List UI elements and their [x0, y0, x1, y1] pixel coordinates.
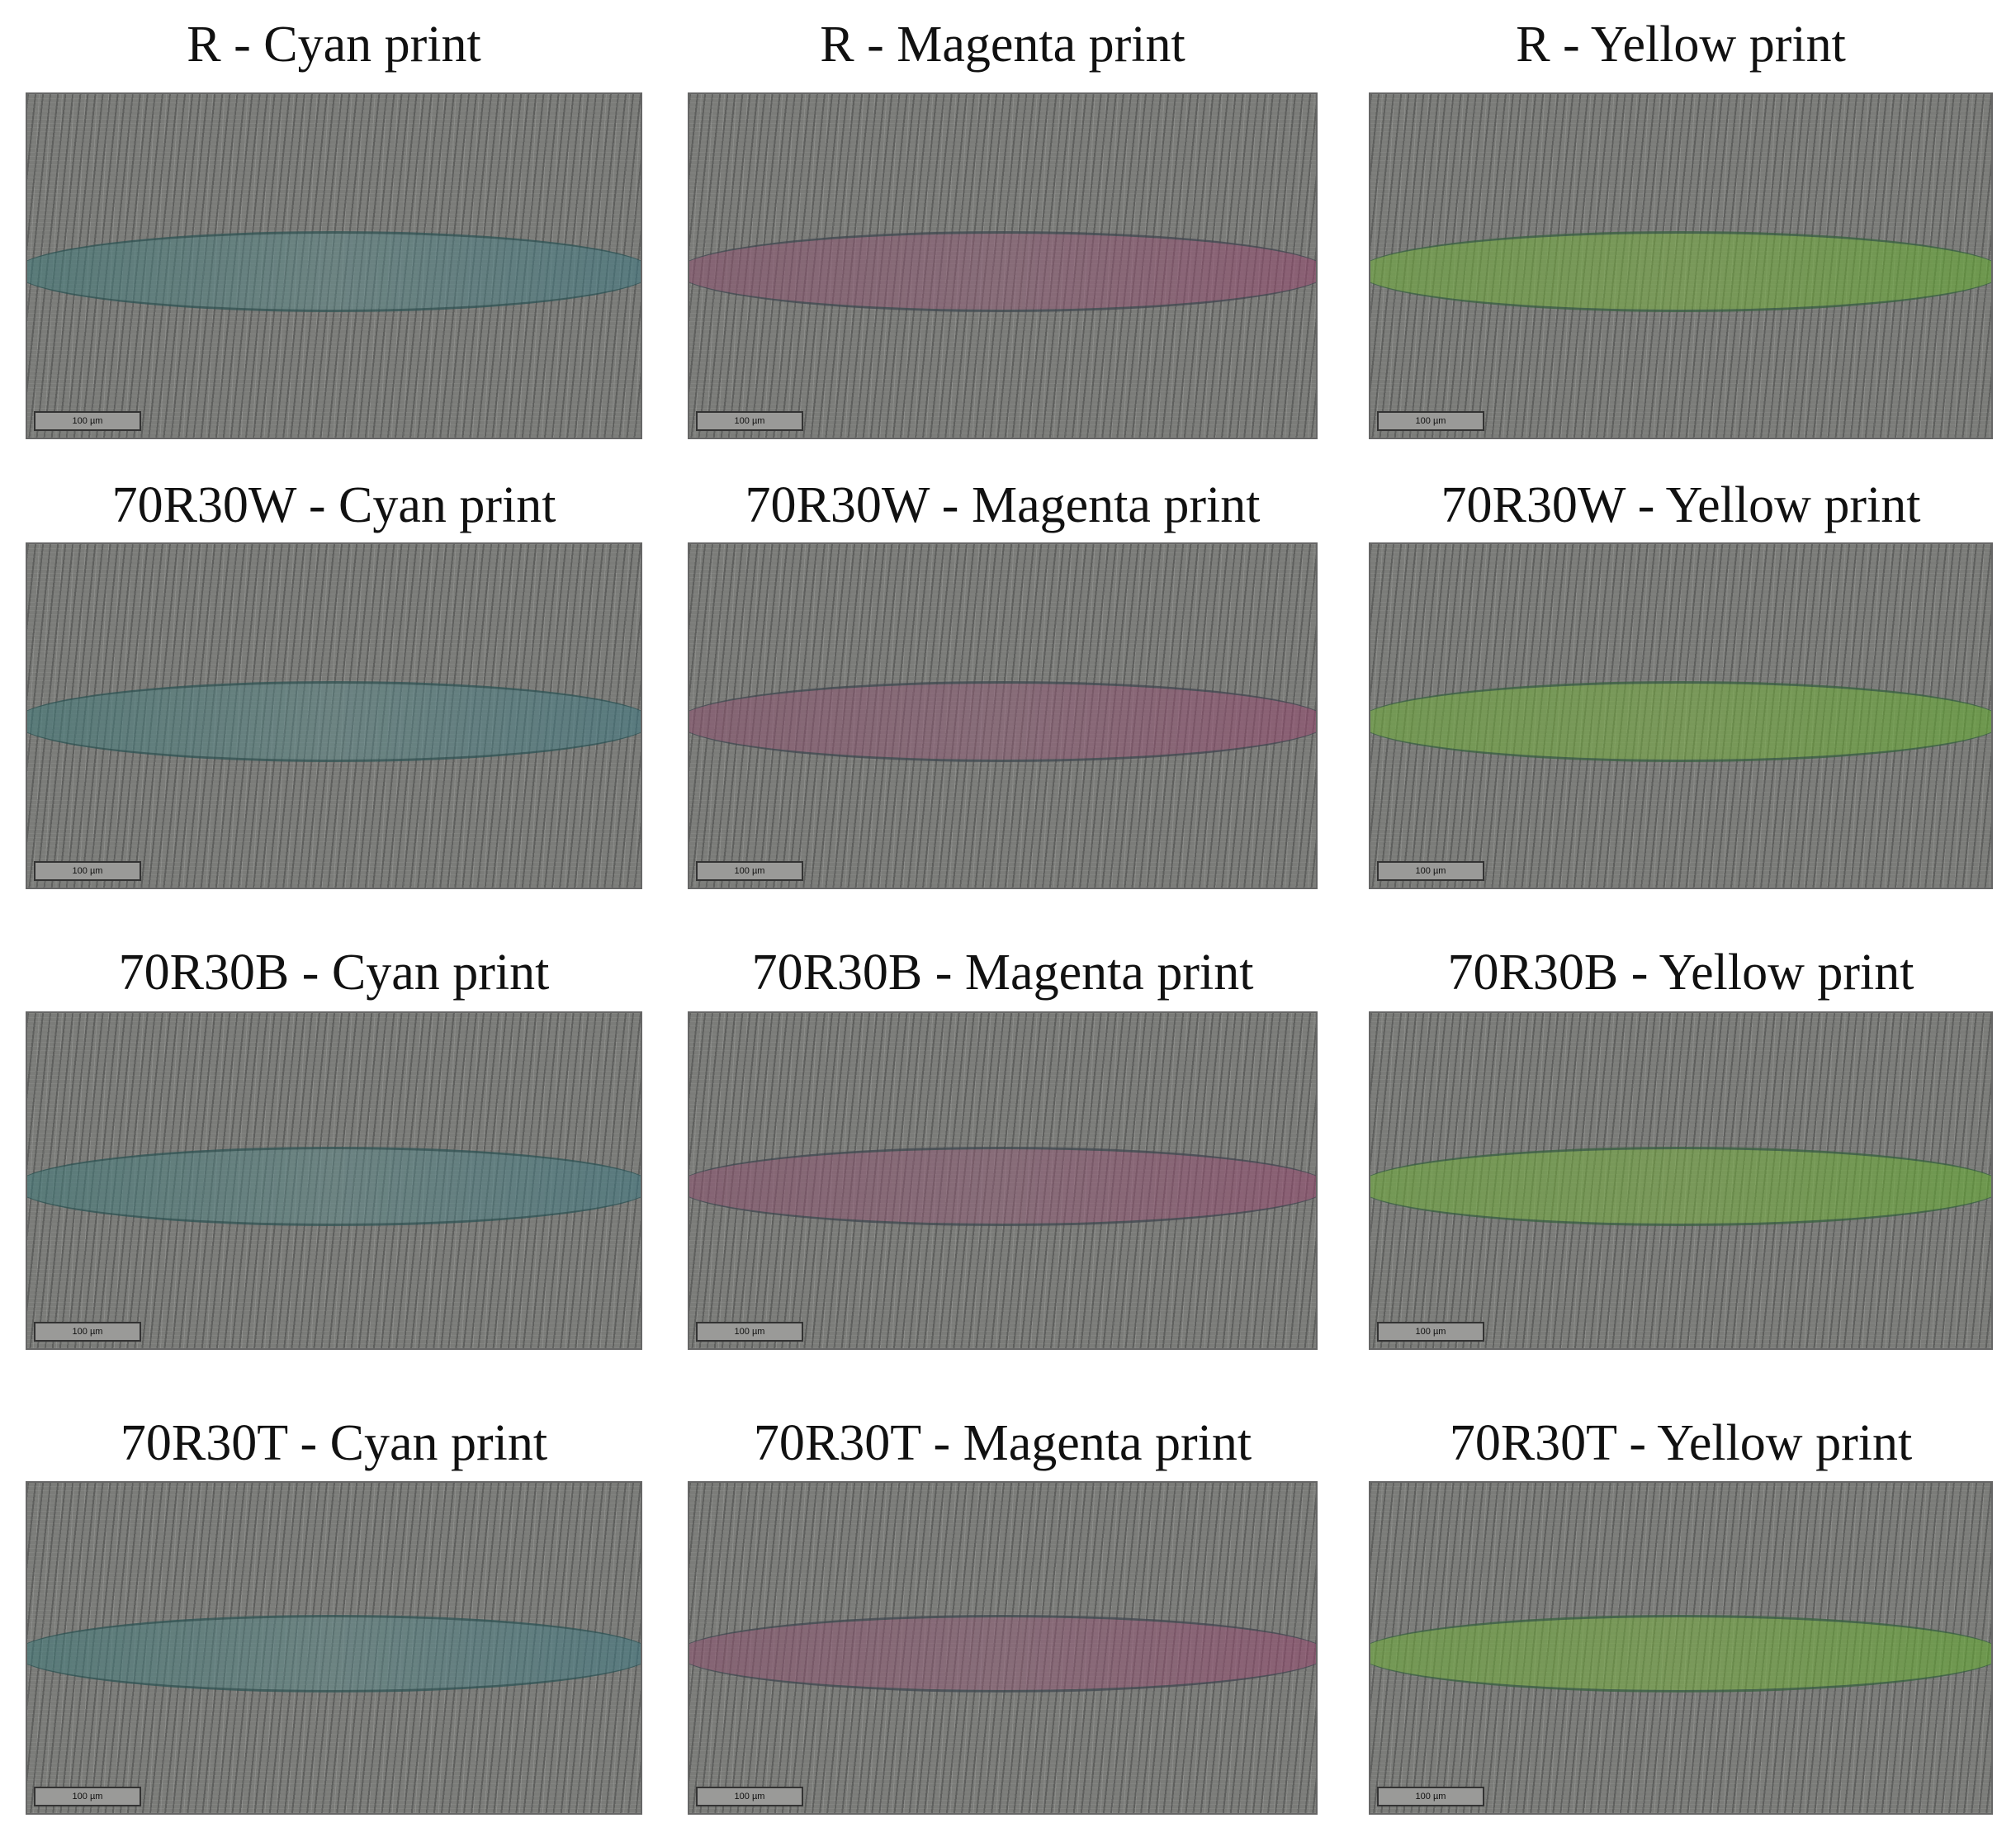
micrograph: 100 µm	[26, 1481, 642, 1815]
panel-title: 70R30T - Cyan print	[120, 1415, 548, 1471]
print-band	[689, 231, 1316, 312]
print-band	[689, 1147, 1316, 1226]
scale-bar: 100 µm	[1377, 1322, 1484, 1342]
panel-title: 70R30W - Magenta print	[745, 477, 1261, 533]
micrograph: 100 µm	[26, 1011, 642, 1350]
panel-title: 70R30T - Yellow print	[1449, 1415, 1913, 1471]
micrograph: 100 µm	[688, 92, 1318, 439]
panel-title: 70R30B - Magenta print	[751, 945, 1254, 1001]
micrograph: 100 µm	[688, 1011, 1318, 1350]
panel-title: 70R30T - Magenta print	[753, 1415, 1252, 1471]
print-band	[1370, 681, 1991, 762]
print-band	[1370, 231, 1991, 312]
panel-title: 70R30B - Yellow print	[1447, 945, 1914, 1001]
print-band	[27, 1615, 641, 1693]
scale-bar: 100 µm	[1377, 411, 1484, 431]
micrograph: 100 µm	[26, 542, 642, 889]
scale-bar: 100 µm	[696, 1787, 803, 1806]
scale-bar: 100 µm	[696, 861, 803, 881]
panel-title: 70R30W - Cyan print	[111, 477, 556, 533]
micrograph: 100 µm	[1369, 542, 1993, 889]
scale-bar: 100 µm	[696, 1322, 803, 1342]
micrograph: 100 µm	[1369, 92, 1993, 439]
micrograph: 100 µm	[1369, 1011, 1993, 1350]
print-band	[27, 1147, 641, 1226]
scale-bar: 100 µm	[1377, 861, 1484, 881]
panel-title: R - Yellow print	[1516, 17, 1846, 73]
scale-bar: 100 µm	[34, 411, 141, 431]
scale-bar: 100 µm	[1377, 1787, 1484, 1806]
scale-bar: 100 µm	[34, 1322, 141, 1342]
panel-title: R - Magenta print	[820, 17, 1185, 73]
micrograph: 100 µm	[1369, 1481, 1993, 1815]
scale-bar: 100 µm	[696, 411, 803, 431]
print-band	[689, 1615, 1316, 1693]
print-band	[1370, 1615, 1991, 1693]
print-band	[27, 681, 641, 762]
micrograph: 100 µm	[688, 1481, 1318, 1815]
panel-title: 70R30W - Yellow print	[1441, 477, 1921, 533]
print-band	[27, 231, 641, 312]
print-band	[689, 681, 1316, 762]
panel-title: 70R30B - Cyan print	[118, 945, 550, 1001]
scale-bar: 100 µm	[34, 861, 141, 881]
scale-bar: 100 µm	[34, 1787, 141, 1806]
micrograph: 100 µm	[688, 542, 1318, 889]
panel-title: R - Cyan print	[187, 17, 481, 73]
micrograph: 100 µm	[26, 92, 642, 439]
print-band	[1370, 1147, 1991, 1226]
